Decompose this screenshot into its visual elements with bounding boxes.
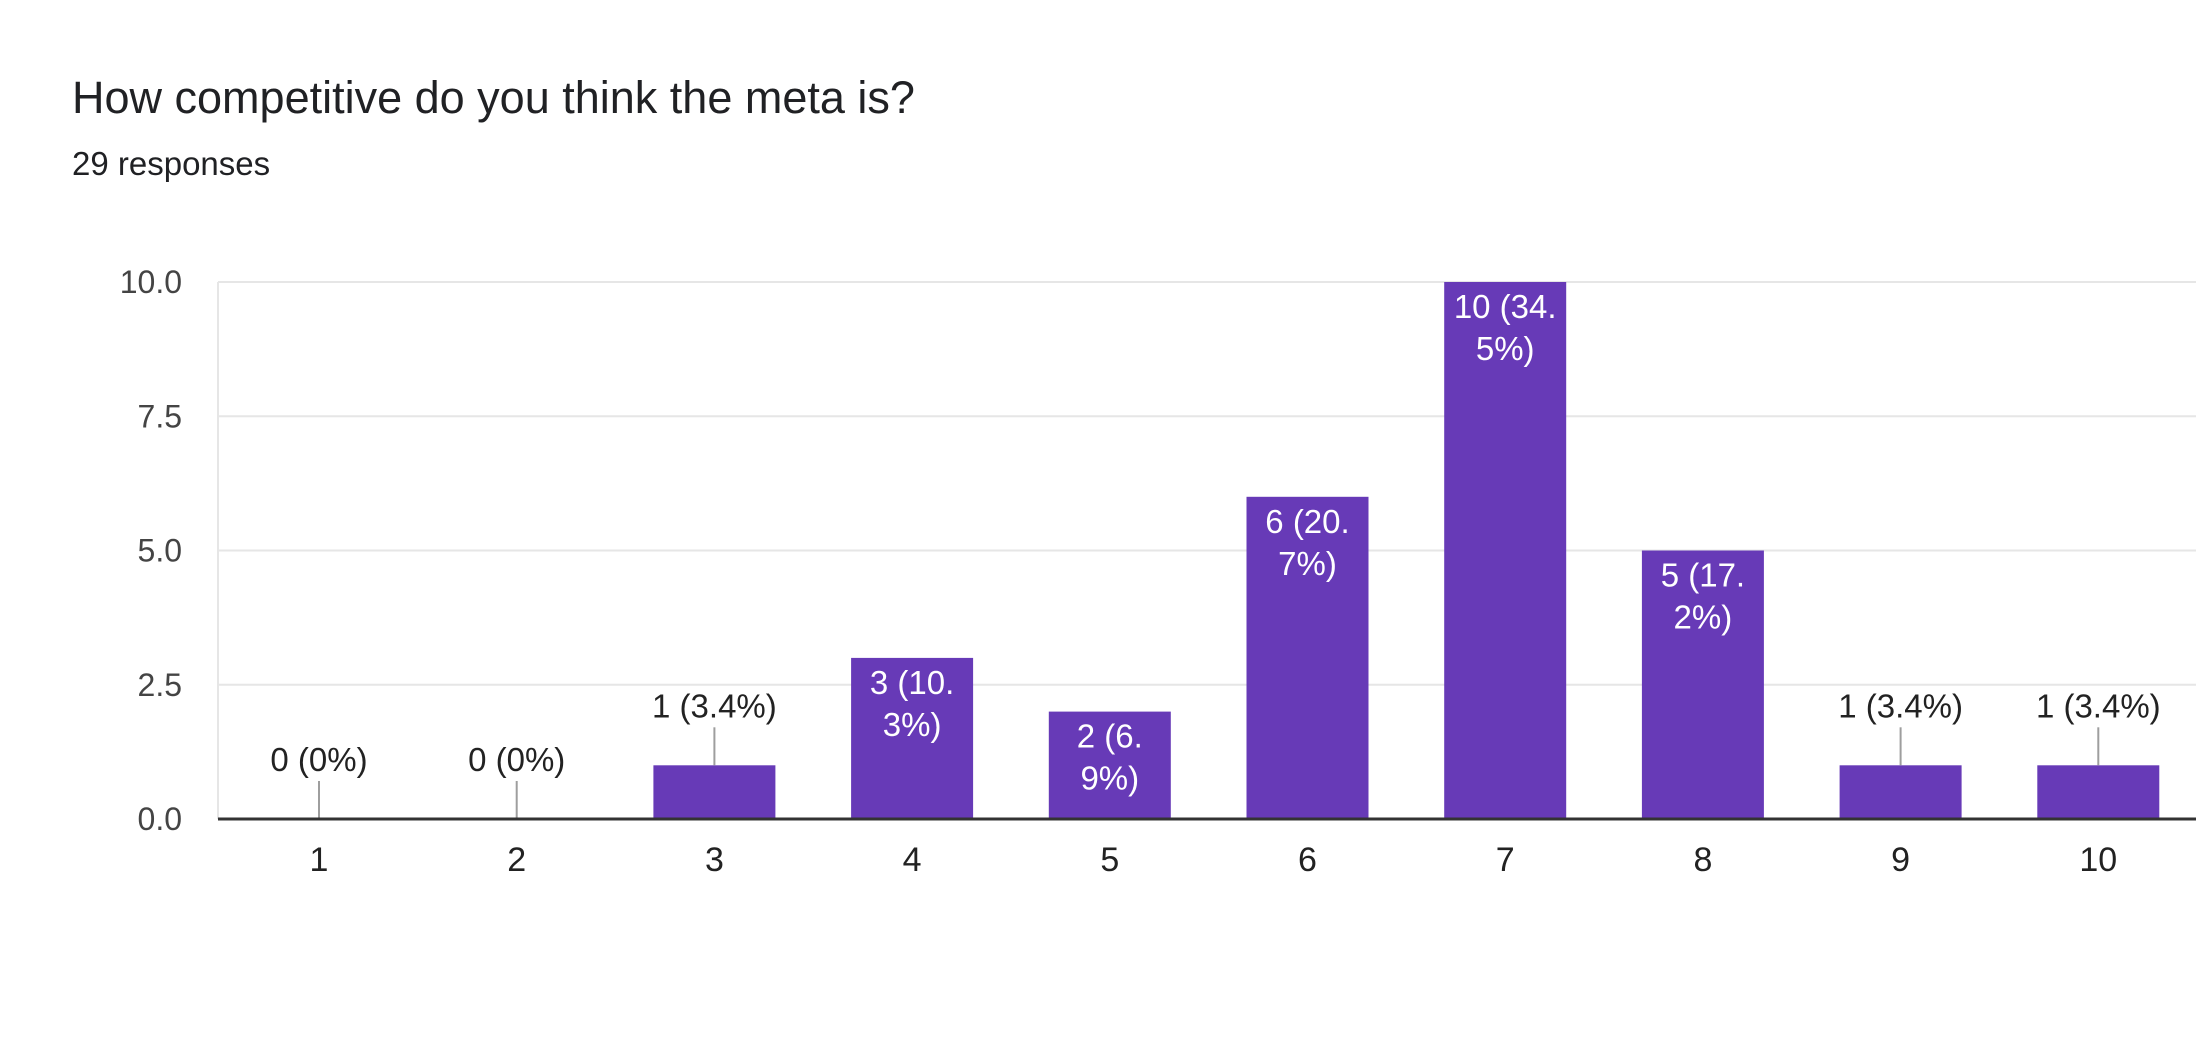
data-label: 0 (0%) bbox=[270, 741, 367, 778]
x-tick-label: 4 bbox=[903, 841, 922, 879]
y-tick-label: 5.0 bbox=[138, 533, 182, 569]
y-tick-label: 0.0 bbox=[138, 801, 182, 837]
data-label: 9%) bbox=[1080, 760, 1139, 797]
x-tick-label: 10 bbox=[2079, 841, 2117, 879]
x-tick-label: 2 bbox=[507, 841, 526, 879]
response-count: 29 responses bbox=[72, 145, 271, 182]
x-tick-label: 9 bbox=[1891, 841, 1910, 879]
bar bbox=[1641, 550, 1764, 819]
data-label: 1 (3.4%) bbox=[1838, 687, 1963, 724]
data-label: 0 (0%) bbox=[468, 741, 565, 778]
y-tick-label: 2.5 bbox=[138, 667, 182, 703]
data-label: 6 (20. bbox=[1265, 503, 1349, 540]
data-label: 2%) bbox=[1674, 599, 1733, 636]
bar bbox=[851, 657, 974, 819]
data-label: 7%) bbox=[1278, 545, 1337, 582]
bar bbox=[1048, 711, 1171, 819]
bar bbox=[1839, 765, 1962, 819]
x-tick-label: 7 bbox=[1496, 841, 1515, 879]
bar bbox=[1246, 496, 1369, 819]
data-label: 5%) bbox=[1476, 330, 1535, 367]
x-tick-label: 3 bbox=[705, 841, 724, 879]
y-tick-label: 7.5 bbox=[138, 398, 182, 434]
bar bbox=[2037, 765, 2160, 819]
y-tick-label: 10.0 bbox=[120, 264, 182, 300]
data-label: 2 (6. bbox=[1077, 718, 1143, 755]
chart-title: How competitive do you think the meta is… bbox=[72, 72, 915, 123]
bar bbox=[1444, 282, 1567, 819]
x-tick-label: 6 bbox=[1298, 841, 1317, 879]
x-tick-label: 8 bbox=[1693, 841, 1712, 879]
data-label: 1 (3.4%) bbox=[2036, 687, 2161, 724]
data-label: 5 (17. bbox=[1661, 557, 1745, 594]
data-label: 10 (34. bbox=[1454, 288, 1557, 325]
data-label: 1 (3.4%) bbox=[652, 687, 777, 724]
data-label: 3%) bbox=[883, 706, 942, 743]
data-label: 3 (10. bbox=[870, 664, 954, 701]
x-tick-label: 5 bbox=[1100, 841, 1119, 879]
x-tick-label: 1 bbox=[310, 841, 329, 879]
bar bbox=[653, 765, 776, 819]
